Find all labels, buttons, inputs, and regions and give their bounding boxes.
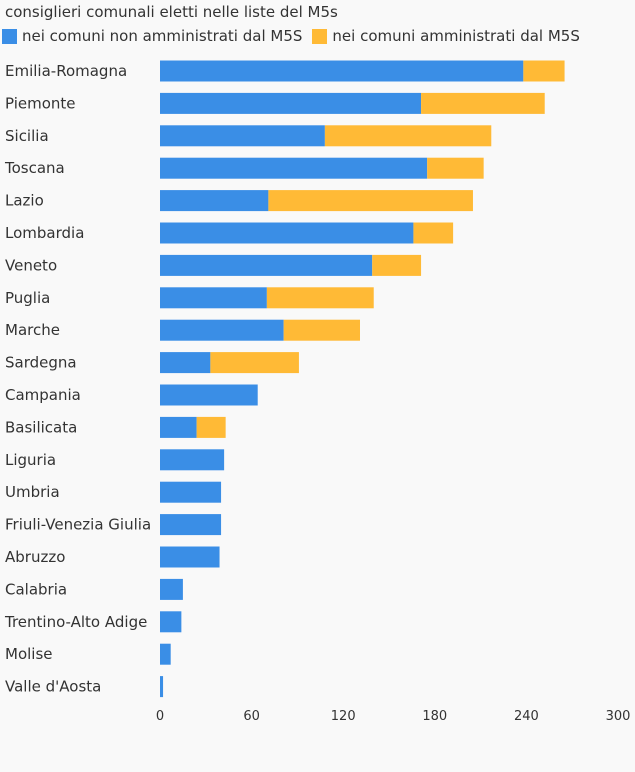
bar-liguria-series-0 [160,449,225,471]
category-label-veneto: Veneto [5,256,57,274]
x-tick-label-300: 300 [606,709,631,724]
category-label-basilicata: Basilicata [5,418,77,436]
bar-valle-d-aosta-series-0 [160,676,164,698]
x-tick-label-240: 240 [514,709,539,724]
x-tick-label-120: 120 [331,709,356,724]
bar-umbria-series-0 [160,481,222,503]
bar-toscana-series-0 [160,157,428,179]
bar-sicilia-series-1 [324,125,492,147]
bar-lombardia-series-0 [160,222,414,244]
category-label-emilia-romagna: Emilia-Romagna [5,62,127,80]
category-label-abruzzo: Abruzzo [5,548,65,566]
bar-lazio-series-1 [268,190,473,212]
category-label-lombardia: Lombardia [5,224,84,242]
chart-title: consiglieri comunali eletti nelle liste … [5,3,338,21]
bar-emilia-romagna-series-0 [160,60,524,82]
category-label-piemonte: Piemonte [5,94,76,112]
bar-lombardia-series-1 [413,222,454,244]
category-label-molise: Molise [5,645,53,663]
bar-puglia-series-1 [266,287,374,309]
x-tick-label-0: 0 [156,709,164,724]
legend-item-amministrati: nei comuni amministrati dal M5S [312,27,580,45]
category-label-toscana: Toscana [4,159,65,177]
category-label-calabria: Calabria [5,580,67,598]
bar-abruzzo-series-0 [160,546,220,568]
legend-label-amministrati: nei comuni amministrati dal M5S [332,27,580,45]
legend-item-non-amministrati: nei comuni non amministrati dal M5S [2,27,302,45]
bar-basilicata-series-0 [160,416,197,438]
category-label-umbria: Umbria [5,483,60,501]
bar-toscana-series-1 [427,157,484,179]
bar-piemonte-series-1 [421,92,545,114]
bar-sardegna-series-0 [160,352,211,374]
category-label-trentino-alto-adige: Trentino-Alto Adige [4,613,147,631]
legend: nei comuni non amministrati dal M5S nei … [2,27,590,45]
bar-lazio-series-0 [160,190,269,212]
category-label-marche: Marche [5,321,60,339]
bar-molise-series-0 [160,643,171,665]
bar-trentino-alto-adige-series-0 [160,611,182,633]
legend-swatch-amministrati [312,28,328,44]
bar-calabria-series-0 [160,578,183,600]
category-label-lazio: Lazio [5,192,44,210]
x-tick-label-180: 180 [422,709,447,724]
bar-sardegna-series-1 [210,352,299,374]
bar-basilicata-series-1 [196,416,226,438]
bar-campania-series-0 [160,384,258,406]
legend-label-non-amministrati: nei comuni non amministrati dal M5S [22,27,303,45]
bar-friuli-venezia-giulia-series-0 [160,514,222,536]
category-label-valle-d-aosta: Valle d'Aosta [5,678,101,696]
bar-sicilia-series-0 [160,125,325,147]
category-label-liguria: Liguria [5,451,56,469]
x-tick-label-60: 60 [243,709,260,724]
category-label-puglia: Puglia [5,289,50,307]
bar-veneto-series-1 [372,254,422,276]
category-label-friuli-venezia-giulia: Friuli-Venezia Giulia [5,516,151,534]
bar-emilia-romagna-series-1 [523,60,565,82]
bar-marche-series-1 [283,319,360,341]
category-label-sicilia: Sicilia [5,127,49,145]
bar-marche-series-0 [160,319,284,341]
legend-swatch-non-amministrati [2,28,17,44]
bar-veneto-series-0 [160,254,373,276]
category-label-sardegna: Sardegna [5,354,77,372]
category-label-campania: Campania [5,386,81,404]
bar-piemonte-series-0 [160,92,422,114]
bar-puglia-series-0 [160,287,267,309]
